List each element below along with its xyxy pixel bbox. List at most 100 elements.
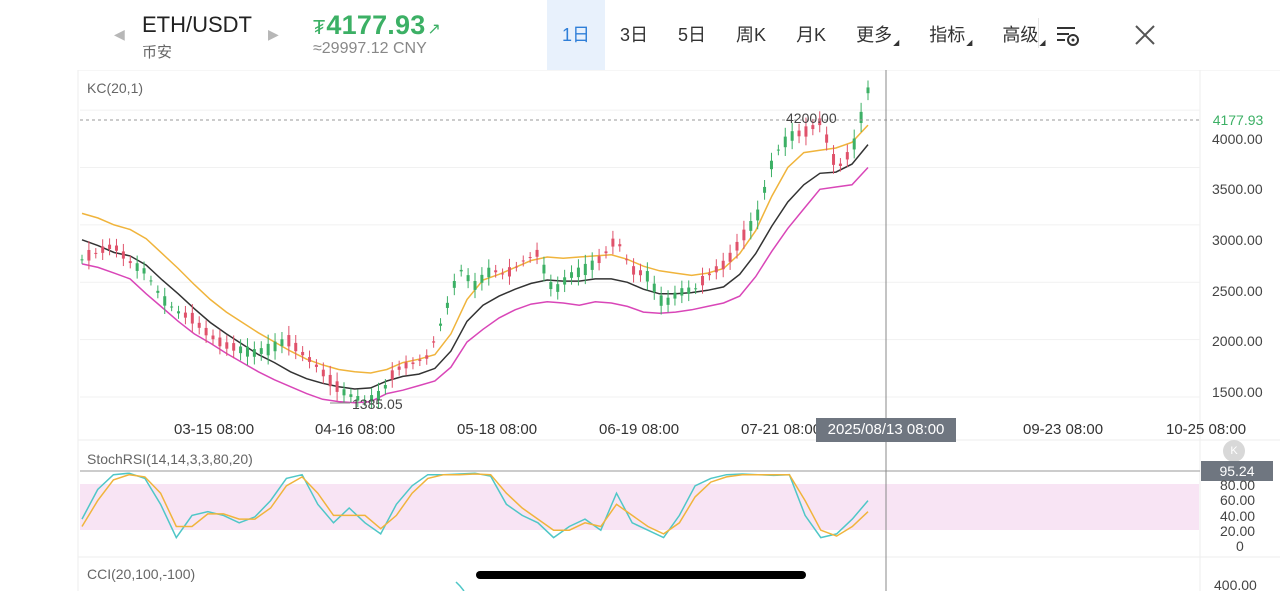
candle-down xyxy=(804,126,808,137)
candle-down xyxy=(301,351,305,356)
candle-down xyxy=(87,249,91,261)
stoch-y-tick: 0 xyxy=(1236,538,1244,554)
candle-down xyxy=(611,238,615,247)
stochrsi-indicator-label[interactable]: StochRSI(14,14,3,3,80,20) xyxy=(87,451,253,467)
x-tick: 06-19 08:00 xyxy=(599,421,680,438)
candle-up xyxy=(452,281,456,288)
stoch-y-tick: 20.00 xyxy=(1220,523,1256,539)
candle-up xyxy=(177,311,181,314)
candle-up xyxy=(135,263,139,271)
candle-up xyxy=(749,221,753,231)
candle-up xyxy=(687,287,691,294)
candle-down xyxy=(183,312,187,318)
kline-chart[interactable] xyxy=(0,70,1280,591)
tab-1d[interactable]: 1日 xyxy=(547,0,606,70)
x-tick: 10-25 08:00 xyxy=(1166,421,1247,438)
stoch-value-tag: 95.24 xyxy=(1201,461,1273,481)
candle-up xyxy=(673,292,677,299)
candle-up xyxy=(859,111,863,123)
candle-down xyxy=(190,312,194,324)
candle-down xyxy=(204,327,208,336)
cci-y-tick: 400.00 xyxy=(1214,577,1257,591)
tab-indicators[interactable]: 指标◢ xyxy=(914,0,987,70)
header: ◀ ETH/USDT 币安 ▶ ₮4177.93 ↗ ≈29997.12 CNY … xyxy=(0,0,1280,70)
kc-middle-line xyxy=(81,144,869,390)
y-tick: 3000.00 xyxy=(1212,232,1263,248)
k-badge-icon[interactable]: K xyxy=(1223,440,1245,462)
pair-title[interactable]: ETH/USDT xyxy=(142,12,252,37)
candle-up xyxy=(756,209,760,221)
candle-down xyxy=(797,130,801,137)
cci-indicator-label[interactable]: CCI(20,100,-100) xyxy=(87,566,196,582)
candle-down xyxy=(742,229,746,241)
tab-label: 3日 xyxy=(620,25,649,45)
prev-pair-arrow-icon[interactable]: ◀ xyxy=(114,26,125,42)
candle-down xyxy=(121,251,125,259)
candle-up xyxy=(473,281,477,290)
candle-down xyxy=(225,342,229,349)
candle-up xyxy=(252,349,256,357)
tab-label: 高级 xyxy=(1002,25,1039,45)
x-tick: 04-16 08:00 xyxy=(315,421,396,438)
candle-up xyxy=(239,346,243,354)
cci-line xyxy=(455,581,465,591)
candle-up xyxy=(156,290,160,293)
candle-down xyxy=(638,270,642,276)
candle-down xyxy=(128,261,132,264)
tab-5d[interactable]: 5日 xyxy=(663,0,721,70)
tab-3d[interactable]: 3日 xyxy=(605,0,663,70)
candle-down xyxy=(707,273,711,276)
tab-week[interactable]: 周K xyxy=(721,0,781,70)
next-pair-arrow-icon[interactable]: ▶ xyxy=(268,26,279,42)
candle-down xyxy=(618,244,622,247)
current-price: ₮4177.93 ↗ xyxy=(313,10,441,41)
candle-up xyxy=(583,263,587,276)
candle-down xyxy=(425,355,429,359)
candle-up xyxy=(273,341,277,352)
chart-settings-icon[interactable] xyxy=(1055,24,1081,48)
current-price-tag: 4177.93 xyxy=(1203,110,1273,130)
tab-more[interactable]: 更多◢ xyxy=(841,0,914,70)
candle-down xyxy=(197,322,201,328)
candle-up xyxy=(659,295,663,306)
candle-down xyxy=(308,357,312,362)
candle-down xyxy=(101,246,105,253)
candle-down xyxy=(832,154,836,165)
low-price-label: 1385.05 xyxy=(352,396,403,412)
candle-down xyxy=(328,374,332,387)
candle-up xyxy=(763,186,767,193)
home-indicator[interactable] xyxy=(476,571,806,579)
candle-up xyxy=(280,339,284,346)
high-price-label: 4200.00 xyxy=(786,110,837,126)
candle-up xyxy=(342,389,346,396)
candle-up xyxy=(149,280,153,282)
chart-area[interactable]: KC(20,1) 4200.00 1385.05 4000.00 3500.00… xyxy=(0,70,1280,591)
candle-up xyxy=(142,268,146,274)
candle-down xyxy=(507,267,511,277)
candle-down xyxy=(714,266,718,273)
tab-month[interactable]: 月K xyxy=(781,0,841,70)
candle-up xyxy=(383,385,387,389)
crosshair-date-tag: 2025/08/13 08:00 xyxy=(816,418,956,442)
candle-up xyxy=(769,160,773,170)
candle-down xyxy=(232,343,236,351)
candle-up xyxy=(866,87,870,94)
stoch-y-tick: 80.00 xyxy=(1220,477,1256,493)
cny-price: ≈29997.12 CNY xyxy=(313,40,427,57)
tab-label: 1日 xyxy=(562,25,591,45)
candle-up xyxy=(480,274,484,283)
tab-label: 指标 xyxy=(929,25,966,45)
y-tick: 2500.00 xyxy=(1212,283,1263,299)
candle-up xyxy=(852,138,856,150)
candle-up xyxy=(549,282,553,290)
candle-up xyxy=(666,297,670,305)
tab-advanced[interactable]: 高级◢ xyxy=(987,0,1060,70)
candle-down xyxy=(735,241,739,251)
kc-indicator-label[interactable]: KC(20,1) xyxy=(87,80,144,96)
caret-icon: ◢ xyxy=(1039,38,1046,47)
close-icon[interactable] xyxy=(1134,24,1156,46)
usdt-symbol: ₮ xyxy=(313,17,326,39)
candle-up xyxy=(363,400,367,402)
candle-up xyxy=(576,267,580,278)
candle-down xyxy=(397,366,401,370)
